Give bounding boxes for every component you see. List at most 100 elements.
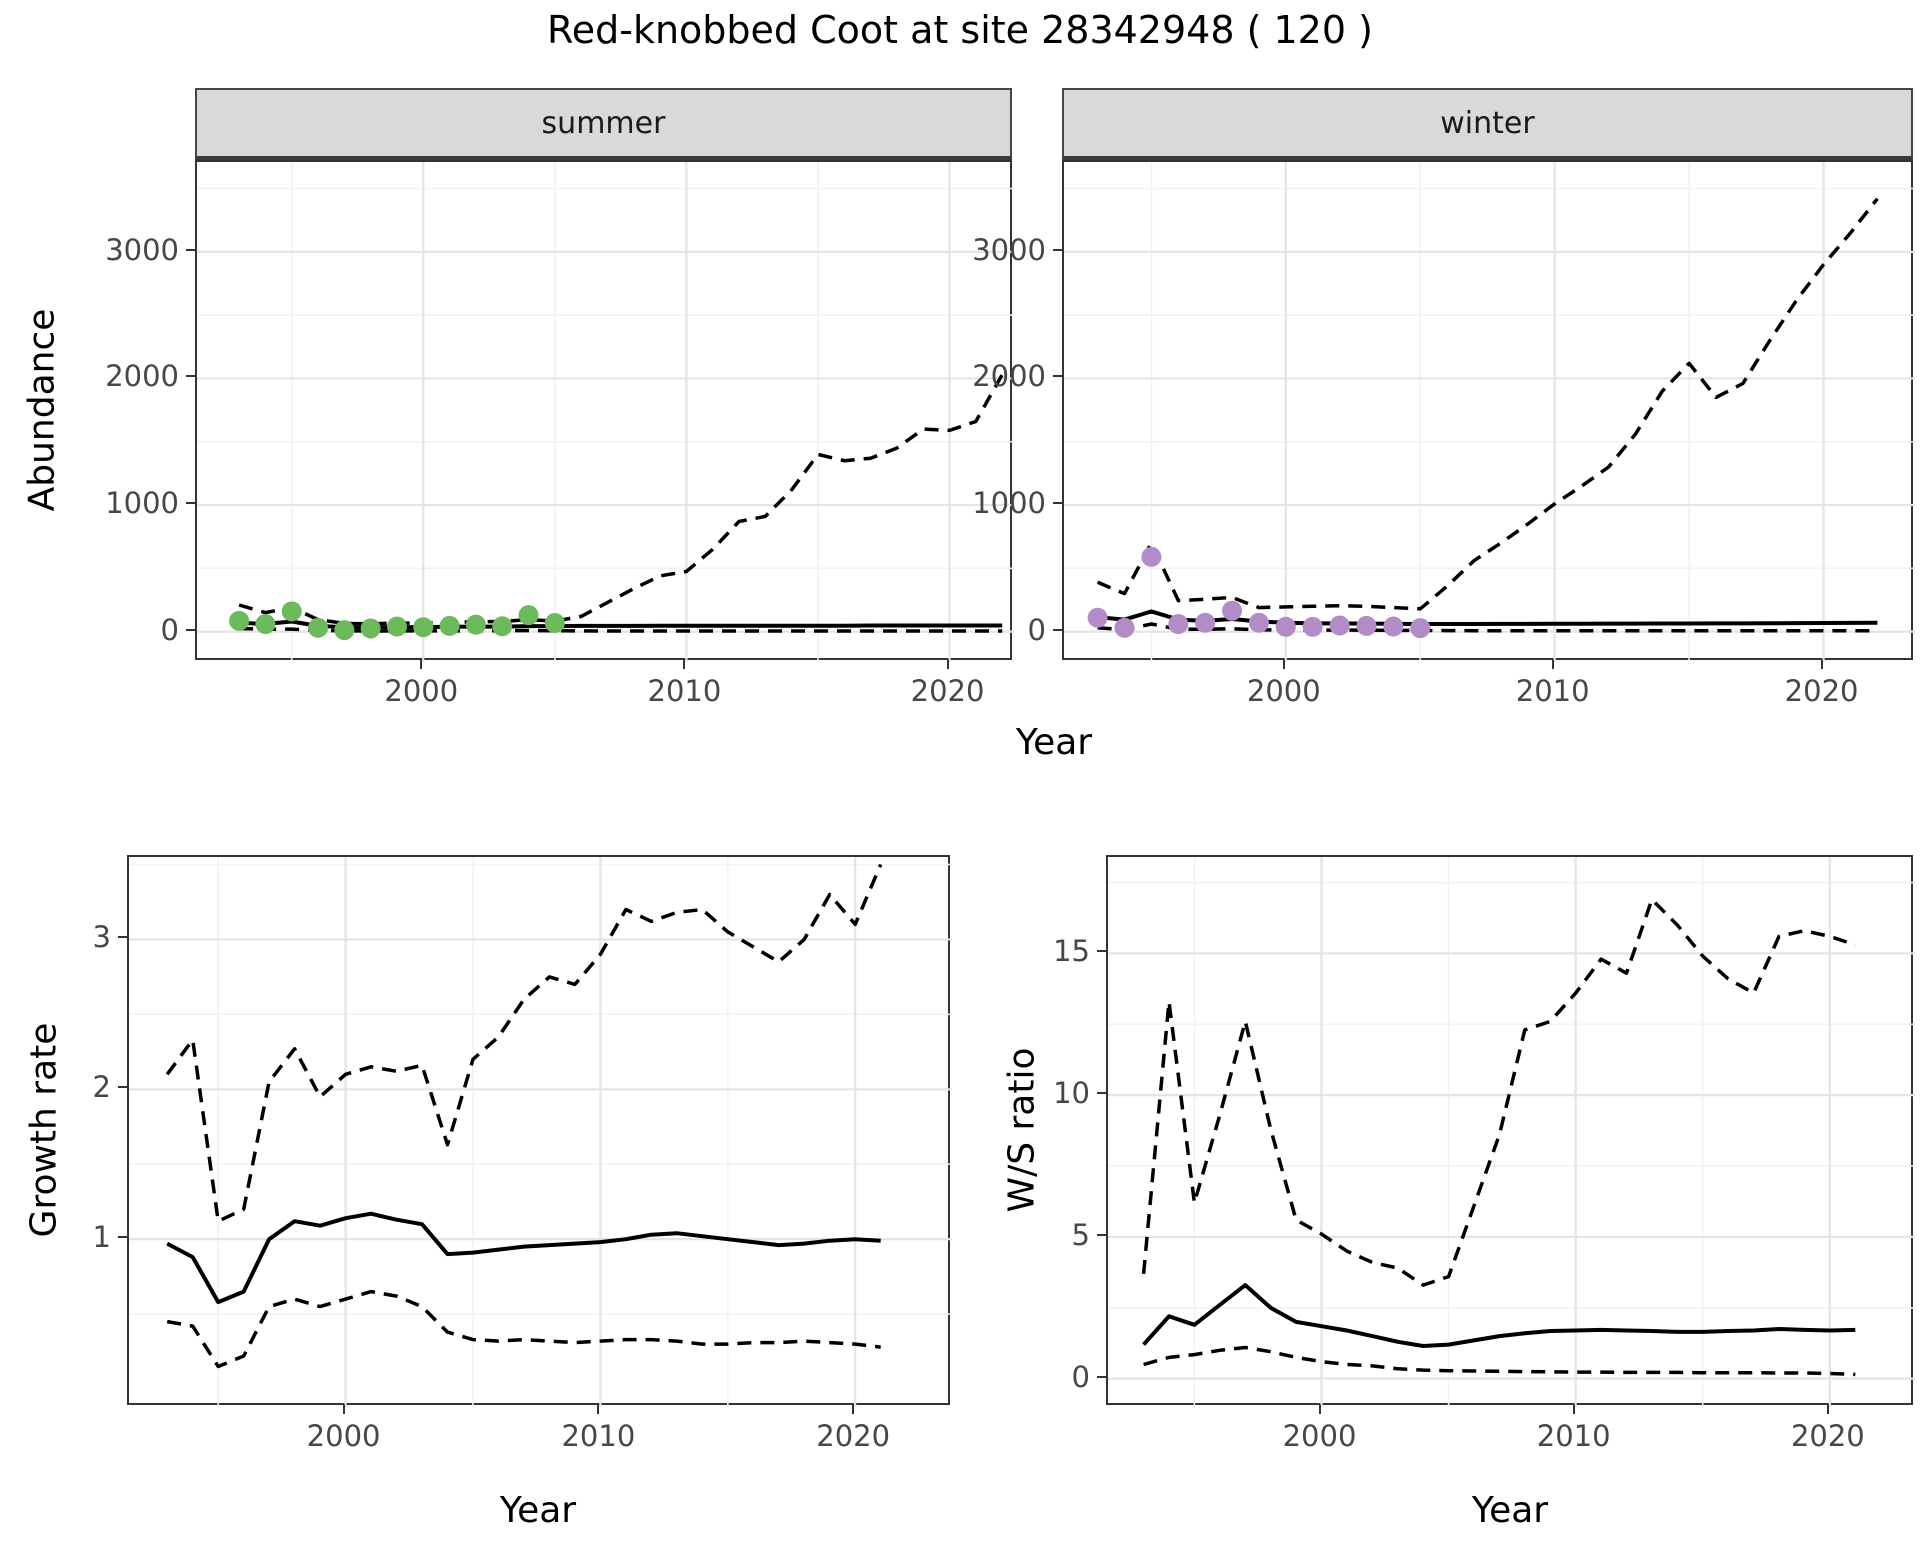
axis-tick-label: 2000 [384, 674, 459, 708]
axis-tick [118, 1086, 127, 1089]
abundance-winter-observed-points [1248, 612, 1269, 633]
axis-tick [1826, 1405, 1829, 1414]
abundance-summer-observed-points [439, 615, 460, 636]
panel-growth-rate [127, 855, 952, 1407]
panel-abundance-summer [195, 160, 1014, 662]
abundance-winter-observed-points [1275, 616, 1296, 637]
axis-tick-label: 3 [92, 920, 111, 955]
abundance-winter-observed-points [1383, 616, 1404, 637]
abundance-winter-upper-ci-dashed [1096, 197, 1879, 611]
axis-tick [1097, 1233, 1106, 1236]
abundance-winter-observed-points [1302, 616, 1323, 637]
axis-tick-label: 0 [1071, 1359, 1090, 1394]
axis-tick [118, 936, 127, 939]
axis-tick-label: 2010 [561, 1419, 636, 1453]
axis-tick-label: 2010 [647, 674, 722, 708]
abundance-summer-observed-points [544, 613, 565, 634]
abundance-winter-observed-points [1195, 612, 1216, 633]
abundance-summer-observed-points [518, 605, 539, 626]
growth-rate-fitted-line [166, 1211, 881, 1305]
axis-tick [1282, 660, 1285, 669]
abundance-winter-observed-points [1222, 600, 1243, 621]
plot-area-abundance-summer [197, 162, 1014, 662]
abundance-summer-observed-points [386, 616, 407, 637]
plot-area-ws-ratio [1108, 857, 1915, 1407]
x-axis-title-year-growth: Year [499, 1490, 577, 1531]
abundance-summer-observed-points [334, 620, 355, 641]
abundance-summer-observed-points [281, 601, 302, 622]
axis-tick-label: 2 [92, 1070, 111, 1105]
x-axis-title-year-ws: Year [1471, 1490, 1549, 1531]
axis-tick-label: 2000 [306, 1419, 381, 1453]
axis-tick-label: 5 [1071, 1217, 1090, 1252]
axis-tick [1053, 248, 1062, 251]
axis-tick [186, 502, 195, 505]
axis-tick [1053, 375, 1062, 378]
growth-rate-lower-ci-dashed [166, 1289, 881, 1369]
growth-rate-upper-ci-dashed [165, 863, 883, 1223]
facet-strip-summer: summer [195, 88, 1012, 160]
axis-tick-label: 3000 [972, 232, 1046, 267]
axis-tick-label: 1000 [972, 486, 1046, 521]
abundance-winter-observed-points [1114, 617, 1135, 638]
axis-tick [1053, 628, 1062, 631]
abundance-summer-observed-points [255, 614, 276, 635]
axis-tick [946, 660, 949, 669]
panel-abundance-winter [1062, 160, 1915, 662]
y-axis-title-growth-rate: Growth rate [23, 1022, 65, 1238]
axis-tick-label: 2000 [1282, 1419, 1357, 1453]
axis-tick [597, 1405, 600, 1414]
axis-tick-label: 2020 [1784, 674, 1859, 708]
axis-tick [186, 375, 195, 378]
axis-tick-label: 1 [92, 1220, 111, 1255]
axis-tick-label: 2000 [972, 359, 1046, 394]
axis-tick [852, 1405, 855, 1414]
abundance-summer-observed-points [492, 616, 513, 637]
abundance-winter-observed-points [1329, 615, 1350, 636]
axis-tick [420, 660, 423, 669]
axis-tick-label: 3000 [105, 232, 179, 267]
facet-strip-winter: winter [1062, 88, 1913, 160]
ws-ratio-upper-ci-dashed [1141, 897, 1856, 1287]
plot-area-abundance-winter [1064, 162, 1915, 662]
panel-ws-ratio [1106, 855, 1915, 1407]
abundance-winter-observed-points [1168, 614, 1189, 635]
axis-tick [342, 1405, 345, 1414]
axis-tick [1551, 660, 1554, 669]
abundance-summer-observed-points [229, 610, 250, 631]
abundance-winter-observed-points [1356, 615, 1377, 636]
facet-strip-summer-label: summer [541, 105, 666, 141]
abundance-summer-observed-points [413, 617, 434, 638]
abundance-summer-observed-points [465, 614, 486, 635]
axis-tick-label: 2010 [1515, 674, 1590, 708]
ws-ratio-fitted-line [1142, 1283, 1856, 1348]
plot-title: Red-knobbed Coot at site 28342948 ( 120 … [547, 8, 1373, 52]
axis-tick-label: 2010 [1536, 1419, 1611, 1453]
abundance-summer-upper-ci-dashed [238, 373, 1004, 626]
axis-tick [683, 660, 686, 669]
y-axis-title-ws-ratio: W/S ratio [1001, 1047, 1043, 1213]
abundance-winter-observed-points [1410, 618, 1431, 639]
abundance-winter-observed-points [1087, 607, 1108, 628]
axis-tick-label: 1000 [105, 486, 179, 521]
axis-tick-label: 2020 [1790, 1419, 1865, 1453]
axis-tick [1097, 1375, 1106, 1378]
axis-tick [1318, 1405, 1321, 1414]
axis-tick-label: 0 [160, 612, 179, 647]
axis-tick [1097, 1092, 1106, 1095]
axis-tick-label: 15 [1053, 934, 1090, 969]
y-axis-title-abundance: Abundance [21, 308, 63, 512]
abundance-summer-observed-points [308, 617, 329, 638]
x-axis-title-year-top: Year [1015, 722, 1093, 763]
axis-tick [186, 628, 195, 631]
abundance-winter-lower-ci-dashed [1097, 622, 1878, 633]
abundance-summer-observed-points [360, 618, 381, 639]
facet-strip-winter-label: winter [1440, 105, 1535, 141]
axis-tick-label: 2020 [816, 1419, 891, 1453]
axis-tick [1053, 502, 1062, 505]
axis-tick [1820, 660, 1823, 669]
axis-tick [118, 1236, 127, 1239]
axis-tick [1097, 950, 1106, 953]
axis-tick-label: 2000 [1246, 674, 1321, 708]
